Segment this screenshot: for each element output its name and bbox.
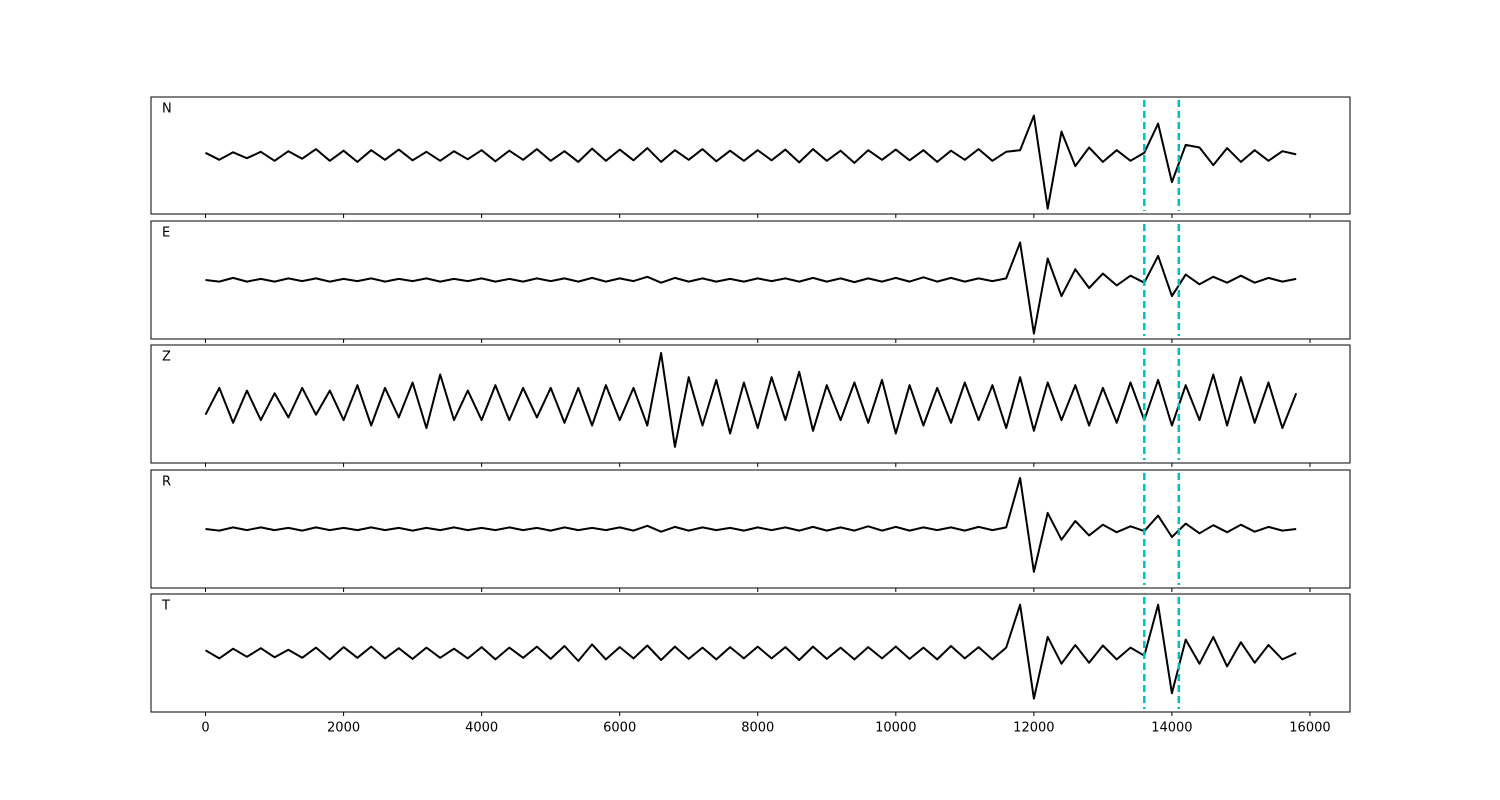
- trace-label: T: [161, 599, 170, 614]
- axes-frame: [150, 96, 1351, 215]
- axes-frame: [150, 344, 1351, 464]
- trace-label: N: [162, 102, 172, 117]
- trace: [205, 477, 1297, 573]
- x-tick-label: 12000: [1013, 721, 1054, 736]
- x-tick-label: 10000: [875, 721, 916, 736]
- trace: [204, 352, 1298, 448]
- axes-frame: [150, 593, 1351, 713]
- x-tick-label: 2000: [327, 721, 360, 736]
- trace-label: Z: [162, 350, 171, 365]
- trace: [204, 603, 1297, 700]
- trace-label: E: [162, 226, 170, 241]
- axes-frame: [150, 220, 1351, 340]
- x-tick-label: 14000: [1151, 721, 1192, 736]
- axes-frame: [150, 469, 1351, 589]
- x-tick-label: 16000: [1289, 721, 1330, 736]
- x-tick-label: 8000: [741, 721, 774, 736]
- trace-label: R: [162, 475, 171, 490]
- x-tick-label: 6000: [603, 721, 636, 736]
- trace: [205, 241, 1297, 335]
- x-tick-label: 4000: [465, 721, 498, 736]
- x-tick-label: 0: [201, 721, 209, 736]
- trace: [205, 114, 1297, 210]
